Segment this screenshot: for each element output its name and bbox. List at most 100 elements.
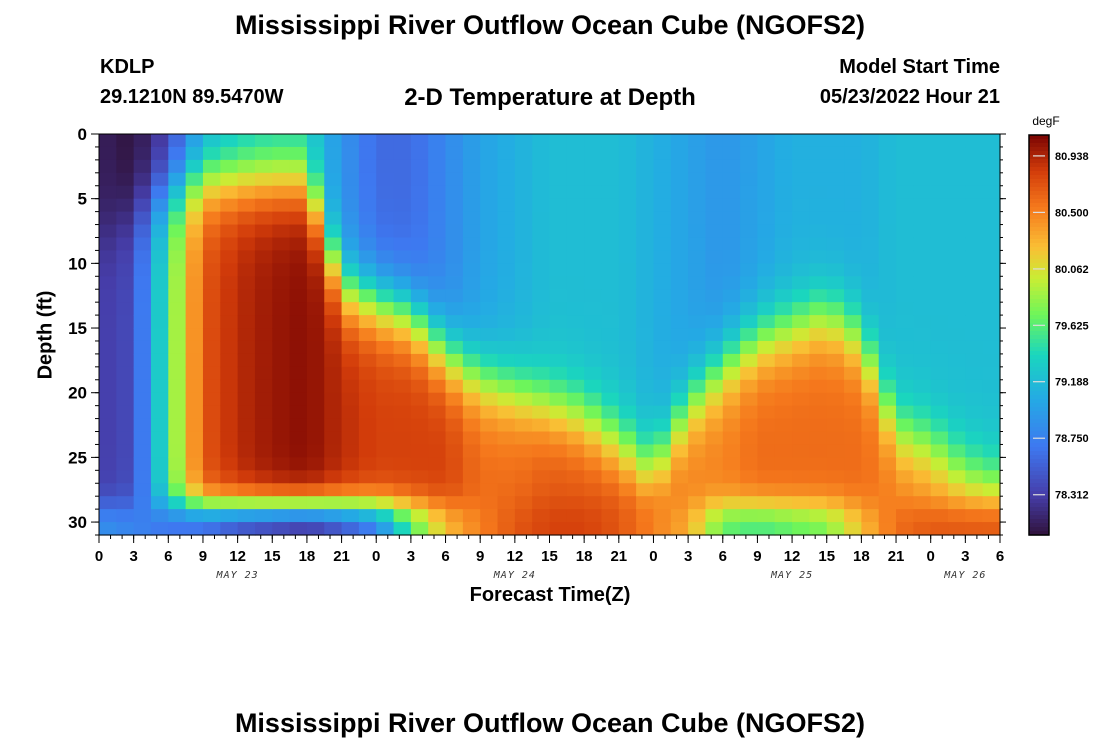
heatmap-cell [306, 405, 325, 420]
heatmap-cell [861, 431, 880, 446]
heatmap-cell [896, 185, 914, 200]
heatmap-cell [376, 457, 395, 471]
heatmap-cell [965, 353, 984, 368]
heatmap-cell [116, 457, 135, 471]
heatmap-cell [462, 496, 481, 510]
heatmap-cell [670, 496, 689, 510]
heatmap-cell [99, 185, 117, 200]
heatmap-cell [878, 470, 897, 484]
heatmap-cell [757, 522, 776, 536]
colorbar-segment [1029, 215, 1049, 220]
colorbar-tick-label: 80.062 [1055, 264, 1089, 276]
colorbar-segment [1029, 371, 1049, 376]
heatmap-cell [116, 172, 135, 187]
heatmap-cell [168, 405, 187, 420]
heatmap-cell [185, 418, 204, 433]
heatmap-cell [445, 146, 464, 161]
heatmap-cell [792, 340, 811, 355]
heatmap-cell [757, 418, 776, 433]
heatmap-cell [809, 496, 828, 510]
heatmap-cell [930, 340, 949, 355]
heatmap-cell [202, 185, 221, 200]
heatmap-cell [774, 444, 793, 458]
heatmap-cell [497, 457, 516, 471]
heatmap-cell [653, 250, 672, 264]
heatmap-cell [601, 431, 620, 446]
heatmap-cell [584, 405, 603, 420]
heatmap-cell [688, 172, 707, 187]
heatmap-cell [324, 405, 343, 420]
heatmap-cell [826, 353, 845, 368]
heatmap-cell [740, 496, 759, 510]
heatmap-cell [202, 276, 221, 290]
heatmap-cell [982, 444, 1001, 458]
heatmap-cell [965, 444, 984, 458]
heatmap-cell [809, 340, 828, 355]
heatmap-cell [774, 431, 793, 446]
heatmap-cell [99, 353, 117, 368]
heatmap-cell [116, 276, 135, 290]
heatmap-cell [514, 418, 533, 433]
heatmap-cell [809, 302, 828, 316]
heatmap-cell [376, 483, 395, 497]
heatmap-cell [254, 509, 273, 523]
heatmap-cell [861, 198, 880, 213]
heatmap-cell [462, 250, 481, 264]
heatmap-cell [150, 470, 169, 484]
heatmap-cell [878, 431, 897, 446]
heatmap-cell [254, 431, 273, 446]
heatmap-cell [237, 289, 256, 303]
heatmap-cell [462, 172, 481, 187]
heatmap-cell [601, 366, 620, 381]
heatmap-cell [393, 405, 412, 420]
heatmap-cell [670, 405, 689, 420]
heatmap-cell [861, 211, 880, 226]
heatmap-cell [670, 366, 689, 381]
heatmap-cell [497, 470, 516, 484]
heatmap-cell [185, 172, 204, 187]
heatmap-cell [688, 134, 707, 148]
heatmap-cell [861, 159, 880, 174]
heatmap-cell [757, 159, 776, 174]
y-tick-label: 0 [78, 125, 87, 144]
heatmap-cell [99, 470, 117, 484]
heatmap-cell [410, 470, 429, 484]
heatmap-cell [410, 457, 429, 471]
heatmap-cell [272, 224, 291, 239]
heatmap-cell [861, 379, 880, 394]
heatmap-cell [722, 134, 741, 148]
heatmap-cell [878, 211, 897, 226]
heatmap-cell [982, 134, 1001, 148]
heatmap-cell [185, 470, 204, 484]
heatmap-cell [566, 289, 585, 303]
heatmap-cell [913, 172, 932, 187]
heatmap-cell [722, 224, 741, 239]
heatmap-cell [428, 328, 447, 342]
heatmap-cell [254, 237, 273, 252]
heatmap-cell [376, 237, 395, 252]
heatmap-cell [220, 353, 239, 368]
heatmap-cell [636, 146, 655, 161]
colorbar-segment [1029, 463, 1049, 468]
heatmap-cell [809, 263, 828, 277]
heatmap-cell [913, 328, 932, 342]
heatmap-cell [462, 289, 481, 303]
heatmap-cell [185, 211, 204, 226]
heatmap-cell [809, 444, 828, 458]
heatmap-cell [341, 496, 360, 510]
heatmap-cell [774, 172, 793, 187]
x-tick-label: 0 [649, 548, 657, 565]
heatmap-cell [532, 146, 551, 161]
heatmap-cell [358, 457, 377, 471]
heatmap-cell [254, 172, 273, 187]
heatmap-cell [913, 340, 932, 355]
heatmap-cell [670, 353, 689, 368]
heatmap-cell [913, 444, 932, 458]
heatmap-cell [237, 379, 256, 394]
heatmap-cell [722, 250, 741, 264]
heatmap-cell [393, 418, 412, 433]
heatmap-cell [462, 353, 481, 368]
heatmap-cell [220, 444, 239, 458]
heatmap-cell [861, 315, 880, 329]
heatmap-cell [844, 418, 862, 433]
